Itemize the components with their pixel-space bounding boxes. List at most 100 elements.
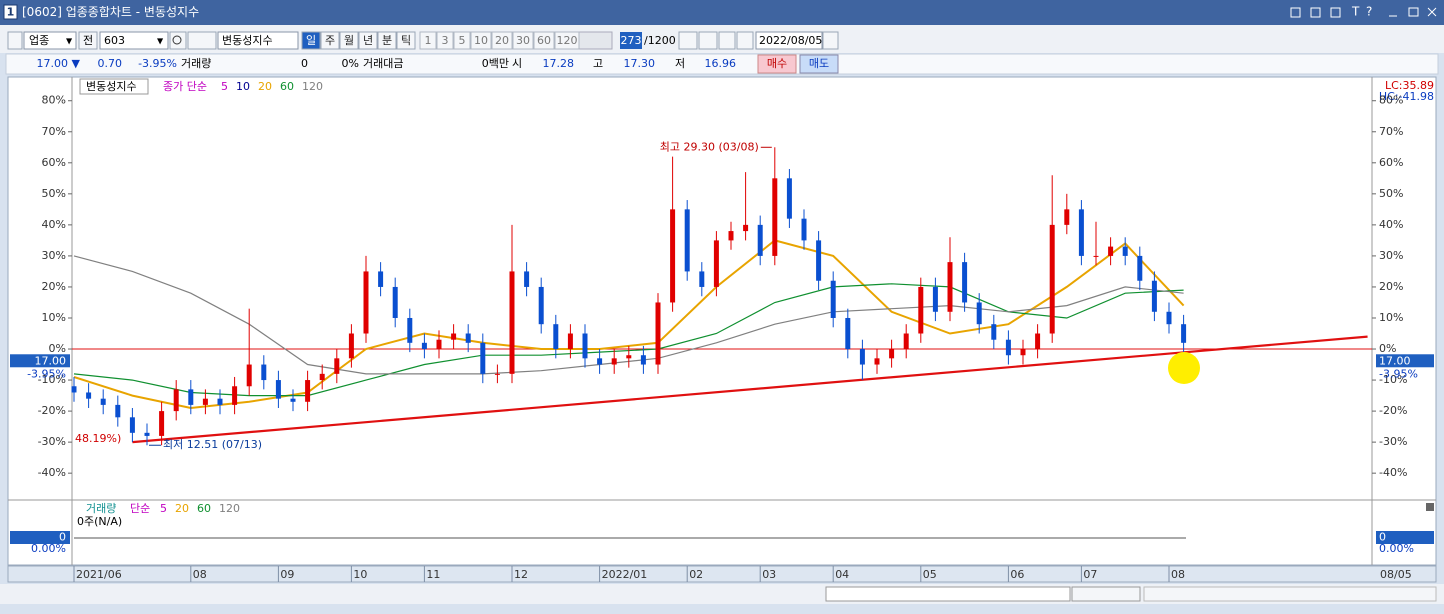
interval-button[interactable]: [453, 31, 471, 50]
y-tick-label: -20%: [1379, 404, 1407, 417]
lc: LC:35.89: [1385, 79, 1434, 92]
volume-pct: 0%: [342, 57, 359, 70]
end-date: 08/05: [1380, 568, 1412, 581]
count: 273: [621, 34, 642, 47]
count-box[interactable]: [620, 32, 642, 49]
y-tick-label: -30%: [38, 435, 66, 448]
playback-controls[interactable]: [1071, 586, 1141, 602]
panel-close[interactable]: [1426, 503, 1434, 511]
candle-body: [903, 333, 909, 350]
candle-body: [845, 317, 851, 350]
volume: 0: [301, 57, 308, 70]
name-input[interactable]: [217, 31, 299, 50]
y-tick-label: 10%: [42, 311, 66, 324]
candle-body: [670, 209, 676, 303]
candle-body: [859, 349, 865, 365]
interval-button[interactable]: [491, 31, 513, 50]
candle-body: [348, 333, 354, 359]
period-button[interactable]: [358, 31, 378, 50]
count-max: /1200: [644, 34, 676, 47]
low-label: 저: [675, 57, 685, 70]
zoom-controls[interactable]: [1143, 586, 1437, 602]
x-tick-label: 04: [835, 568, 849, 581]
period-button[interactable]: [339, 31, 359, 50]
name: 변동성지수: [222, 34, 273, 47]
date-input[interactable]: [755, 31, 823, 50]
ma-legend: 20: [258, 80, 272, 93]
candle-body: [874, 358, 880, 365]
candle-body: [611, 358, 617, 365]
volume-pct: 0.00%: [1379, 542, 1414, 555]
candle-body: [232, 386, 238, 405]
candle-body: [757, 224, 763, 256]
period-button[interactable]: [320, 31, 340, 50]
volume-ma-legend: 60: [197, 502, 211, 515]
code-input[interactable]: [99, 31, 169, 50]
scrollbar[interactable]: [825, 586, 1071, 602]
interval-button[interactable]: [533, 31, 555, 50]
tool-icons[interactable]: [678, 31, 754, 50]
candle-body: [86, 392, 92, 399]
interval-button[interactable]: [419, 31, 437, 50]
candle-body: [115, 404, 121, 418]
x-tick-label: 05: [923, 568, 937, 581]
interval-button[interactable]: [512, 31, 534, 50]
buy: 매수: [767, 57, 787, 70]
title-bar: [0, 0, 1444, 25]
candle-body: [816, 240, 822, 281]
interval-button[interactable]: [554, 31, 580, 50]
interval-button[interactable]: [436, 31, 454, 50]
date: 2022/08/05: [759, 34, 822, 47]
candle-body: [363, 271, 369, 334]
candle-body: [494, 373, 500, 375]
x-tick-label: 10: [353, 568, 367, 581]
x-tick-label: 07: [1083, 568, 1097, 581]
buy-button[interactable]: [757, 54, 797, 74]
current-label: 17.00: [35, 354, 67, 367]
search-button[interactable]: [169, 31, 187, 50]
hc: HC:-41.98: [1379, 90, 1434, 103]
period-button[interactable]: [396, 31, 416, 50]
volume-box: [10, 531, 70, 544]
candle-body: [655, 302, 661, 365]
interval: 120: [557, 34, 578, 47]
candle-body: [684, 209, 690, 272]
candle-body: [173, 389, 179, 412]
candle-body: [699, 271, 705, 287]
sell-button[interactable]: [799, 54, 839, 74]
y-tick-label: 20%: [1379, 280, 1403, 293]
x-tick-label: 03: [762, 568, 776, 581]
y-tick-label: -10%: [1379, 373, 1407, 386]
x-tick-label: 08: [1171, 568, 1185, 581]
y-tick-label: 50%: [1379, 187, 1403, 200]
candle-body: [991, 324, 997, 340]
calendar-button[interactable]: [822, 31, 839, 50]
interval-button[interactable]: [470, 31, 492, 50]
y-tick-label: -10%: [38, 373, 66, 386]
code: 603: [104, 34, 125, 47]
market-select[interactable]: [23, 31, 77, 50]
volume-value: 0: [59, 531, 66, 544]
sound-button[interactable]: [187, 31, 217, 50]
blank-select[interactable]: [577, 31, 613, 50]
period-button[interactable]: [301, 31, 321, 50]
x-tick-label: 06: [1010, 568, 1024, 581]
menu-icon[interactable]: [7, 31, 23, 50]
period-button[interactable]: [377, 31, 397, 50]
candle-body: [159, 411, 165, 436]
candle-body: [334, 358, 340, 374]
candle-body: [202, 398, 208, 405]
series-name: 변동성지수: [86, 80, 137, 93]
dropdown-arrow: ▼: [66, 37, 73, 46]
window-controls[interactable]: T?: [1290, 5, 1437, 19]
scope-button[interactable]: [78, 31, 98, 50]
search-icon: [172, 35, 182, 45]
x-tick-label: 12: [514, 568, 528, 581]
y-tick-label: 40%: [42, 218, 66, 231]
candle-body: [378, 271, 384, 287]
y-tick-label: 30%: [1379, 249, 1403, 262]
y-tick-label: 0%: [1379, 342, 1396, 355]
legend-box: [79, 78, 149, 95]
current-box: [10, 354, 70, 368]
